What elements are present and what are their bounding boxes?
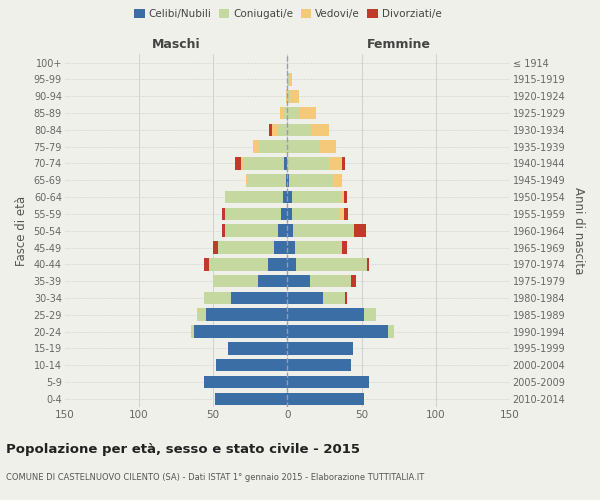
- Bar: [287, 73, 289, 86]
- Bar: [278, 124, 287, 136]
- Bar: [246, 174, 247, 186]
- Bar: [278, 224, 287, 237]
- Bar: [204, 376, 287, 388]
- Bar: [274, 241, 287, 254]
- Bar: [272, 124, 278, 136]
- Bar: [293, 224, 353, 237]
- Bar: [341, 191, 344, 203]
- Bar: [287, 124, 311, 136]
- Bar: [287, 392, 364, 405]
- Bar: [289, 73, 292, 86]
- Bar: [344, 191, 347, 203]
- Bar: [194, 326, 287, 338]
- Bar: [287, 376, 369, 388]
- Bar: [287, 224, 293, 237]
- Bar: [222, 208, 225, 220]
- Bar: [287, 191, 292, 203]
- Bar: [284, 157, 287, 170]
- Bar: [287, 292, 323, 304]
- Bar: [204, 292, 231, 304]
- Bar: [287, 308, 364, 321]
- Bar: [213, 241, 218, 254]
- Bar: [329, 157, 342, 170]
- Bar: [280, 106, 284, 120]
- Bar: [287, 241, 295, 254]
- Bar: [243, 157, 284, 170]
- Bar: [287, 342, 353, 354]
- Bar: [225, 191, 283, 203]
- Bar: [269, 124, 272, 136]
- Bar: [339, 208, 344, 220]
- Legend: Celibi/Nubili, Coniugati/e, Vedovi/e, Divorziati/e: Celibi/Nubili, Coniugati/e, Vedovi/e, Di…: [130, 5, 446, 24]
- Bar: [287, 208, 292, 220]
- Bar: [281, 208, 287, 220]
- Bar: [287, 258, 296, 270]
- Bar: [367, 258, 369, 270]
- Y-axis label: Anni di nascita: Anni di nascita: [572, 187, 585, 274]
- Bar: [342, 241, 347, 254]
- Text: Maschi: Maschi: [152, 38, 200, 51]
- Bar: [388, 326, 394, 338]
- Bar: [299, 106, 316, 120]
- Bar: [231, 292, 287, 304]
- Bar: [290, 90, 299, 102]
- Bar: [344, 208, 348, 220]
- Bar: [286, 90, 287, 102]
- Bar: [216, 359, 287, 372]
- Bar: [334, 174, 342, 186]
- Bar: [247, 174, 286, 186]
- Bar: [268, 258, 287, 270]
- Bar: [320, 140, 336, 153]
- Y-axis label: Fasce di età: Fasce di età: [15, 196, 28, 266]
- Bar: [206, 308, 287, 321]
- Bar: [353, 224, 354, 237]
- Bar: [295, 241, 342, 254]
- Bar: [284, 106, 287, 120]
- Bar: [287, 326, 388, 338]
- Bar: [310, 275, 351, 287]
- Bar: [286, 174, 287, 186]
- Bar: [259, 140, 287, 153]
- Bar: [197, 308, 198, 321]
- Bar: [351, 275, 356, 287]
- Bar: [215, 392, 287, 405]
- Bar: [257, 275, 287, 287]
- Bar: [287, 275, 310, 287]
- Text: COMUNE DI CASTELNUOVO CILENTO (SA) - Dati ISTAT 1° gennaio 2015 - Elaborazione T: COMUNE DI CASTELNUOVO CILENTO (SA) - Dat…: [6, 472, 424, 482]
- Bar: [228, 342, 287, 354]
- Text: Femmine: Femmine: [367, 38, 431, 51]
- Bar: [287, 90, 290, 102]
- Bar: [287, 140, 320, 153]
- Bar: [287, 359, 351, 372]
- Bar: [354, 224, 366, 237]
- Bar: [225, 224, 278, 237]
- Bar: [235, 157, 241, 170]
- Bar: [198, 308, 206, 321]
- Bar: [345, 292, 347, 304]
- Bar: [225, 208, 281, 220]
- Bar: [296, 258, 367, 270]
- Bar: [292, 208, 339, 220]
- Bar: [218, 241, 274, 254]
- Text: Popolazione per età, sesso e stato civile - 2015: Popolazione per età, sesso e stato civil…: [6, 442, 360, 456]
- Bar: [241, 157, 243, 170]
- Bar: [292, 191, 341, 203]
- Bar: [209, 258, 268, 270]
- Bar: [213, 275, 257, 287]
- Bar: [287, 174, 289, 186]
- Bar: [253, 140, 259, 153]
- Bar: [222, 224, 225, 237]
- Bar: [204, 258, 209, 270]
- Bar: [364, 308, 376, 321]
- Bar: [311, 124, 329, 136]
- Bar: [342, 157, 345, 170]
- Bar: [283, 191, 287, 203]
- Bar: [289, 174, 334, 186]
- Bar: [191, 326, 194, 338]
- Bar: [287, 157, 329, 170]
- Bar: [323, 292, 345, 304]
- Bar: [287, 106, 299, 120]
